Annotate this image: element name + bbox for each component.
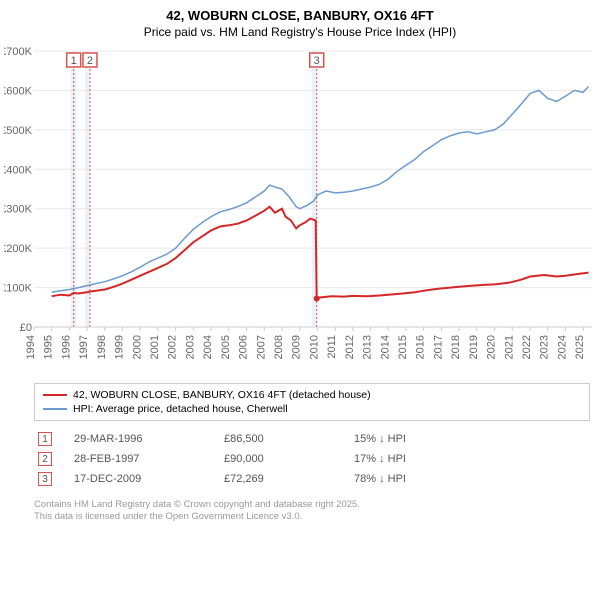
y-tick-label: £300K (4, 204, 33, 216)
event-date: 28-FEB-1997 (70, 449, 220, 469)
x-tick-label: 2008 (273, 335, 285, 359)
x-tick-label: 2004 (202, 335, 214, 359)
x-tick-label: 2015 (397, 335, 409, 359)
chart: £0 £100K £200K £300K £400K £500K £600K £700K 199… (4, 47, 596, 377)
y-tick-label: £400K (4, 164, 33, 176)
footer: Contains HM Land Registry data © Crown c… (34, 499, 590, 524)
y-tick-label: £200K (4, 243, 33, 255)
x-tick-label: 1995 (43, 335, 55, 359)
event-delta: 78% ↓ HPI (350, 469, 590, 489)
x-tick-label: 2001 (149, 335, 161, 359)
legend-item: 42, WOBURN CLOSE, BANBURY, OX16 4FT (det… (43, 388, 581, 402)
event-price: £72,269 (220, 469, 350, 489)
x-tick-label: 1999 (114, 335, 126, 359)
x-tick-label: 2007 (255, 335, 267, 359)
x-tick-label: 2013 (362, 335, 374, 359)
x-tick-label: 2011 (326, 335, 338, 359)
chart-title: 42, WOBURN CLOSE, BANBURY, OX16 4FT (4, 8, 596, 23)
x-tick-label: 2003 (184, 335, 196, 359)
event-date: 29-MAR-1996 (70, 429, 220, 449)
x-tick-label: 2025 (574, 335, 586, 359)
x-tick-label: 1994 (25, 335, 37, 359)
x-tick-label: 2012 (344, 335, 356, 359)
x-tick-label: 2022 (521, 335, 533, 359)
chart-svg: £0 £100K £200K £300K £400K £500K £600K £700K 199… (4, 47, 596, 377)
x-tick-label: 2017 (432, 335, 444, 359)
chart-subtitle: Price paid vs. HM Land Registry's House … (4, 25, 596, 39)
event-marker-icon: 1 (38, 432, 52, 446)
y-tick-label: £100K (4, 283, 33, 295)
y-tick-label: £600K (4, 85, 33, 97)
series-hpi (52, 87, 589, 293)
x-tick-label: 2021 (503, 335, 515, 359)
legend: 42, WOBURN CLOSE, BANBURY, OX16 4FT (det… (34, 383, 590, 421)
footer-line-1: Contains HM Land Registry data © Crown c… (34, 499, 590, 511)
event-marker-icon: 2 (38, 452, 52, 466)
event-marker-label: 1 (71, 55, 77, 67)
x-tick-label: 2018 (450, 335, 462, 359)
x-tick-label: 2000 (131, 335, 143, 359)
x-tick-label: 2005 (220, 335, 232, 359)
legend-swatch (43, 394, 67, 396)
event-row: 1 29-MAR-1996£86,50015% ↓ HPI (34, 429, 590, 449)
x-tick-label: 2010 (308, 335, 320, 359)
legend-label: 42, WOBURN CLOSE, BANBURY, OX16 4FT (det… (73, 389, 371, 401)
event-row: 2 28-FEB-1997£90,00017% ↓ HPI (34, 449, 590, 469)
x-tick-label: 2014 (379, 335, 391, 359)
x-tick-label: 2006 (238, 335, 250, 359)
event-table: 1 29-MAR-1996£86,50015% ↓ HPI 2 28-FEB-1997… (34, 429, 590, 489)
event-marker-icon: 3 (38, 472, 52, 486)
event-date: 17-DEC-2009 (70, 469, 220, 489)
x-tick-label: 2024 (556, 335, 568, 359)
x-tick-label: 2009 (291, 335, 303, 359)
event-delta: 17% ↓ HPI (350, 449, 590, 469)
event-dot (314, 296, 320, 302)
x-tick-label: 2023 (539, 335, 551, 359)
x-tick-label: 2002 (167, 335, 179, 359)
x-tick-label: 1996 (60, 335, 72, 359)
y-tick-label: £0 (20, 322, 32, 334)
event-price: £86,500 (220, 429, 350, 449)
footer-line-2: This data is licensed under the Open Gov… (34, 511, 590, 523)
legend-label: HPI: Average price, detached house, Cher… (73, 403, 288, 415)
event-row: 3 17-DEC-2009£72,26978% ↓ HPI (34, 469, 590, 489)
legend-item: HPI: Average price, detached house, Cher… (43, 402, 581, 416)
event-marker-label: 2 (87, 55, 93, 67)
legend-swatch (43, 408, 67, 410)
x-tick-label: 2016 (415, 335, 427, 359)
event-price: £90,000 (220, 449, 350, 469)
x-tick-label: 1997 (78, 335, 90, 359)
x-tick-label: 1998 (96, 335, 108, 359)
x-tick-label: 2019 (468, 335, 480, 359)
y-tick-label: £500K (4, 125, 33, 137)
x-tick-label: 2020 (486, 335, 498, 359)
series-property (52, 207, 589, 299)
y-tick-label: £700K (4, 47, 33, 58)
event-delta: 15% ↓ HPI (350, 429, 590, 449)
event-marker-label: 3 (314, 55, 320, 67)
